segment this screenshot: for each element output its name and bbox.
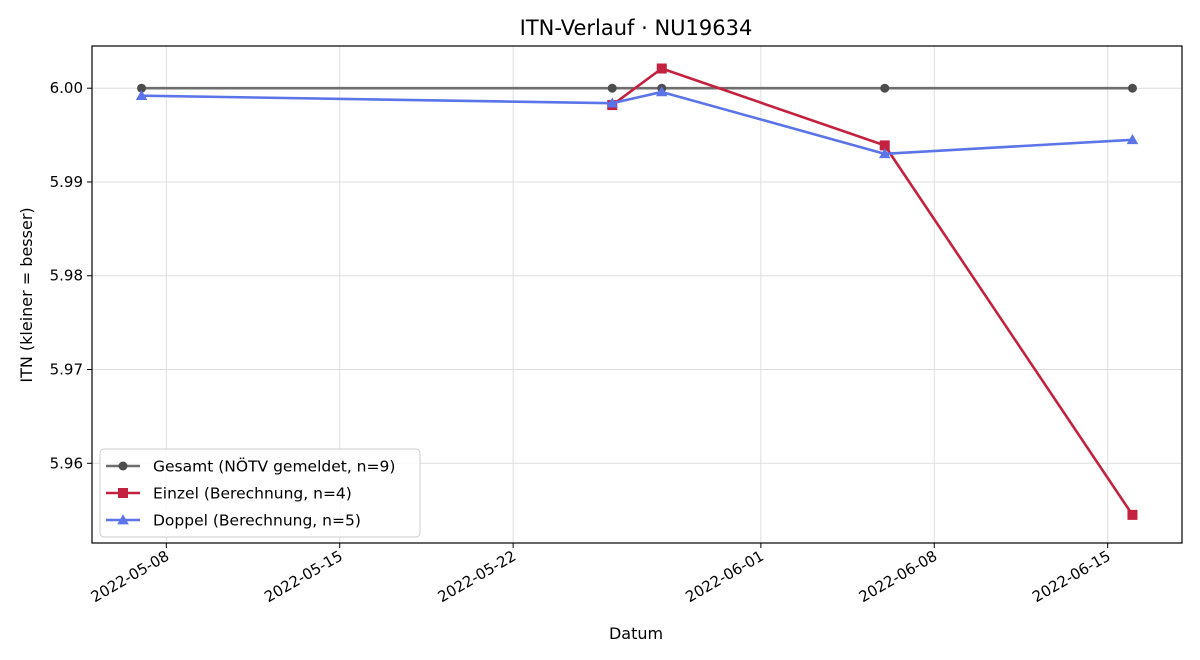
legend: Gesamt (NÖTV gemeldet, n=9) Einzel (Berec…	[99, 448, 421, 538]
y-tick-label: 5.98	[50, 267, 83, 285]
data-point-circle	[137, 83, 147, 93]
series-layer	[135, 63, 1139, 520]
x-axis-label: Datum	[609, 624, 663, 643]
data-point-triangle	[117, 514, 129, 525]
legend-item: Einzel (Berechnung, n=4)	[106, 485, 352, 503]
y-tick-label: 5.97	[50, 361, 83, 379]
series-line	[611, 67, 1134, 516]
data-point-square	[879, 140, 890, 151]
data-point-circle	[880, 83, 890, 93]
y-axis-label: ITN (kleiner = besser)	[17, 207, 36, 382]
data-point-triangle	[606, 97, 618, 108]
legend-box	[99, 448, 421, 538]
series-2	[135, 86, 1139, 159]
data-point-circle	[607, 83, 617, 93]
legend-item: Doppel (Berechnung, n=5)	[106, 512, 361, 530]
data-point-square	[656, 63, 667, 74]
legend-label: Doppel (Berechnung, n=5)	[153, 512, 361, 530]
data-point-circle	[118, 461, 128, 471]
legend-item: Gesamt (NÖTV gemeldet, n=9)	[106, 457, 395, 476]
data-point-square	[118, 488, 128, 498]
plot-frame	[91, 45, 1183, 544]
chart-title: ITN-Verlauf · NU19634	[520, 16, 753, 40]
data-point-triangle	[878, 148, 891, 159]
data-point-triangle	[656, 86, 668, 97]
data-point-square	[1127, 509, 1138, 520]
data-point-triangle	[135, 89, 148, 101]
legend-label: Gesamt (NÖTV gemeldet, n=9)	[153, 457, 395, 476]
legend-label: Einzel (Berechnung, n=4)	[153, 485, 352, 503]
y-tick-label: 5.99	[50, 173, 83, 191]
data-point-circle	[1127, 83, 1137, 93]
data-point-triangle	[1126, 134, 1139, 145]
y-tick-label: 6.00	[50, 79, 83, 97]
y-tick-label: 5.96	[50, 454, 83, 472]
